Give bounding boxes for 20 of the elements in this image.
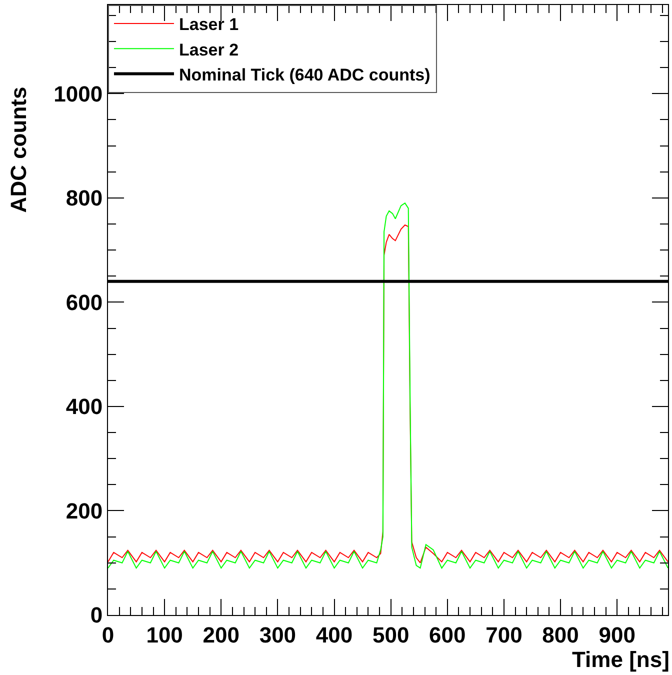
x-tick-label: 700 [486, 622, 522, 648]
x-tick-label: 900 [598, 622, 636, 648]
x-tick-label: 600 [429, 622, 466, 648]
y-tick-label: 600 [66, 290, 103, 315]
y-tick-label: 0 [90, 602, 103, 628]
x-tick-label: 400 [316, 622, 353, 648]
x-tick-label: 100 [146, 622, 183, 648]
x-tick-label: 200 [202, 622, 240, 648]
y-tick-label: 400 [66, 394, 103, 420]
x-tick-label: 300 [259, 622, 296, 648]
y-tick-label: 1000 [54, 81, 103, 106]
y-tick-label: 800 [66, 186, 103, 211]
x-tick-label: 500 [372, 622, 410, 648]
legend-label: Laser 1 [179, 15, 239, 34]
x-axis-title: Time [ns] [572, 647, 670, 672]
x-tick-label: 800 [542, 622, 579, 648]
y-tick-label: 200 [66, 498, 103, 524]
legend-label: Laser 2 [179, 40, 239, 60]
y-axis-title: ADC counts [6, 86, 32, 213]
legend-label: Nominal Tick (640 ADC counts) [179, 65, 430, 84]
